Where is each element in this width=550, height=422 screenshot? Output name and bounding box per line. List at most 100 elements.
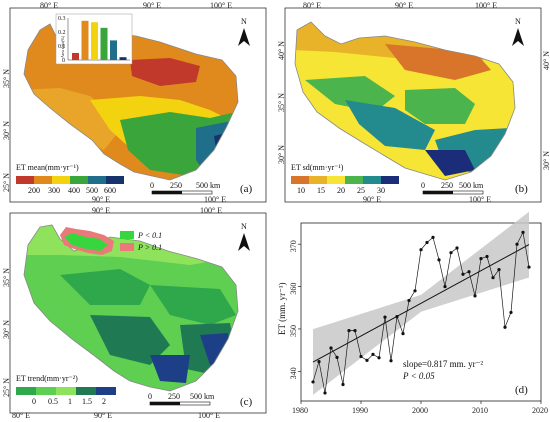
- panel-a-map: 80° E 90° E 100° E 90° E 100° E 35° N 30…: [2, 1, 267, 204]
- panel-a-scale-bar: 0 250 500 km: [150, 181, 221, 195]
- legend-b-25: 25: [357, 186, 365, 195]
- legend-swatch: [291, 176, 309, 184]
- lon-tick-80: 80° E: [303, 1, 321, 10]
- legend-swatch: [327, 176, 345, 184]
- svg-text:0: 0: [150, 181, 154, 190]
- legend-swatch: [52, 176, 70, 184]
- svg-text:250: 250: [441, 181, 453, 190]
- data-point: [503, 325, 507, 329]
- y-tick-label: 360: [289, 283, 298, 295]
- legend-a-300: 300: [48, 186, 60, 195]
- legend-swatch: [309, 176, 327, 184]
- panel-c-legend-title: ET trend(mm·yr⁻²): [16, 374, 78, 383]
- legend-swatch: [36, 387, 56, 395]
- data-point: [467, 270, 471, 274]
- data-point: [359, 354, 363, 359]
- svg-text:0: 0: [421, 181, 425, 190]
- panel-d-time-series-chart: 1980 1990 2000 2010 2020 340 350 360 370 ET (mm…: [277, 211, 548, 415]
- lat-tick-30: 30° N: [2, 121, 11, 140]
- panel-a-legend: ET mean(mm·yr⁻¹) 200 300 400 500 600: [16, 163, 124, 195]
- svg-text:N: N: [515, 17, 521, 26]
- panel-b-map: 80° E 90° E 100° E 90° E 100° E 40° N 35…: [277, 1, 550, 204]
- lon-tick-80: 80° E: [40, 1, 58, 10]
- lon-tick-100: 100° E: [210, 1, 232, 10]
- data-point: [311, 380, 315, 384]
- lat-tick-30: 30° N: [2, 320, 11, 339]
- legend-swatch: [16, 387, 36, 395]
- inset-ylabel: Area ratio(%): [60, 35, 65, 58]
- lon-tick-90-bottom: 90° E: [363, 195, 381, 204]
- north-arrow-icon: N: [238, 17, 250, 46]
- lon-tick-90: 90° E: [143, 1, 161, 10]
- panel-c-map: 90° E 100° E 80° E 90° E 100° E 35° N 30…: [2, 206, 267, 420]
- legend-c-0.5: 0.5: [48, 397, 58, 406]
- significance-inset: P < 0.1 P > 0.1: [60, 227, 162, 255]
- legend-swatch: [96, 387, 116, 395]
- lat-tick-40-right: 40° N: [542, 51, 550, 70]
- panel-b-legend: ET sd(mm·yr⁻¹) 10 15 20 25 30: [291, 163, 399, 195]
- legend-c-2: 2: [102, 397, 106, 406]
- inset-tick-0: 0: [62, 58, 65, 64]
- north-arrow-icon: N: [238, 222, 250, 251]
- panel-b-letter: (b): [515, 183, 528, 195]
- data-point: [527, 265, 531, 269]
- lat-tick-30-right: 30° N: [542, 151, 550, 170]
- y-tick-label: 370: [289, 240, 298, 252]
- svg-text:N: N: [241, 222, 247, 231]
- data-point: [485, 254, 489, 259]
- legend-a-200: 200: [28, 186, 40, 195]
- lat-tick-25: 25° N: [2, 173, 11, 192]
- lat-tick-40: 40° N: [277, 41, 286, 60]
- x-tick-label: 1980: [292, 406, 308, 415]
- legend-swatch: [16, 176, 34, 184]
- north-arrow-icon: N: [512, 17, 524, 46]
- svg-text:500 km: 500 km: [190, 392, 215, 401]
- data-point: [329, 346, 333, 350]
- lon-tick-90: 90° E: [92, 206, 110, 215]
- sig-high-label: P > 0.1: [137, 243, 162, 252]
- lat-tick-25: 25° N: [2, 378, 11, 397]
- legend-b-20: 20: [337, 186, 345, 195]
- lon-tick-100-bottom: 100° E: [469, 195, 491, 204]
- svg-text:0: 0: [148, 392, 152, 401]
- lat-tick-35: 35° N: [277, 93, 286, 112]
- data-point: [497, 268, 501, 272]
- data-point: [449, 251, 453, 255]
- legend-c-1: 1: [68, 397, 72, 406]
- inset-bar: [119, 57, 127, 60]
- lon-tick-80-bottom: 80° E: [12, 411, 30, 420]
- panel-a-letter: (a): [240, 183, 253, 195]
- data-point: [371, 352, 375, 356]
- data-point: [377, 356, 381, 360]
- legend-swatch: [70, 176, 88, 184]
- legend-b-15: 15: [317, 186, 325, 195]
- area-ratio-inset: 0.3 0.2 0.1 0 Area ratio(%): [55, 13, 133, 65]
- data-point: [365, 358, 369, 362]
- lon-tick-100-bottom: 100° E: [204, 195, 226, 204]
- x-tick-label: 2010: [472, 406, 488, 415]
- panel-b-legend-title: ET sd(mm·yr⁻¹): [291, 163, 344, 172]
- svg-text:500 km: 500 km: [196, 181, 221, 190]
- panel-c-letter: (c): [240, 396, 253, 408]
- data-point: [347, 329, 351, 333]
- lon-tick-90: 90° E: [395, 1, 413, 10]
- trend-line: [312, 244, 530, 363]
- data-point: [401, 332, 405, 336]
- inset-bar: [100, 27, 108, 60]
- data-point: [419, 248, 423, 252]
- data-point: [341, 382, 345, 387]
- data-point: [317, 359, 321, 364]
- legend-swatch: [106, 176, 124, 184]
- lon-tick-100: 100° E: [475, 1, 497, 10]
- lon-tick-100: 100° E: [200, 206, 222, 215]
- inset-bar: [110, 40, 117, 60]
- sig-high-swatch: [120, 243, 134, 251]
- legend-swatch: [363, 176, 381, 184]
- data-point: [383, 315, 387, 319]
- legend-b-10: 10: [297, 186, 305, 195]
- legend-c-1.5: 1.5: [82, 397, 92, 406]
- inset-tick-0.2: 0.2: [58, 30, 66, 36]
- data-point: [473, 294, 477, 298]
- legend-swatch: [345, 176, 363, 184]
- panel-c-legend: ET trend(mm·yr⁻²) 0 0.5 1 1.5 2: [16, 374, 116, 406]
